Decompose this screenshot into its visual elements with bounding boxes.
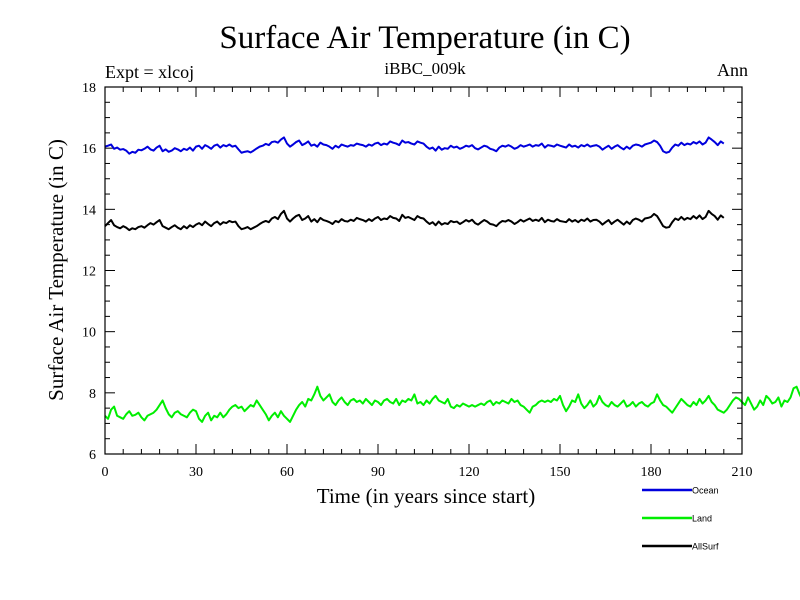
x-tick-label: 180 bbox=[641, 465, 662, 480]
y-tick-label: 6 bbox=[89, 448, 96, 463]
x-tick-label: 150 bbox=[550, 465, 571, 480]
axis-ticks bbox=[104, 86, 743, 455]
y-tick-label: 8 bbox=[89, 387, 96, 402]
season-label: Ann bbox=[717, 60, 748, 80]
y-tick-label: 10 bbox=[82, 326, 96, 341]
x-tick-label: 90 bbox=[371, 465, 385, 480]
x-tick-label: 0 bbox=[102, 465, 109, 480]
x-tick-label: 120 bbox=[459, 465, 480, 480]
legend-label-allsurf: AllSurf bbox=[692, 542, 719, 552]
x-tick-label: 60 bbox=[280, 465, 294, 480]
chart-subtitle: iBBC_009k bbox=[384, 59, 466, 78]
legend-label-land: Land bbox=[692, 514, 712, 524]
axis-tick-labels: 0 30 60 90 120 150 180 210 6 8 10 12 14 16 18 bbox=[82, 81, 753, 480]
x-tick-label: 210 bbox=[732, 465, 753, 480]
series-line-allsurf bbox=[104, 209, 725, 232]
plot-frame bbox=[104, 86, 743, 455]
y-tick-label: 18 bbox=[82, 81, 96, 96]
series-lines bbox=[104, 136, 800, 423]
chart-title: Surface Air Temperature (in C) bbox=[219, 20, 630, 56]
legend: Ocean Land AllSurf bbox=[642, 486, 719, 552]
y-tick-label: 12 bbox=[82, 265, 96, 280]
x-tick-label: 30 bbox=[189, 465, 203, 480]
y-axis-label: Surface Air Temperature (in C) bbox=[44, 139, 68, 401]
y-tick-label: 14 bbox=[82, 203, 96, 218]
x-axis-label: Time (in years since start) bbox=[317, 484, 536, 508]
series-line-ocean bbox=[104, 136, 725, 155]
experiment-label: Expt = xlcoj bbox=[105, 62, 194, 82]
y-tick-label: 16 bbox=[82, 142, 96, 157]
legend-label-ocean: Ocean bbox=[692, 486, 719, 496]
series-line-land bbox=[104, 385, 800, 423]
